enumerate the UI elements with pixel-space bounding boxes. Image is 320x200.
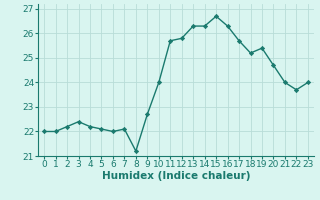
X-axis label: Humidex (Indice chaleur): Humidex (Indice chaleur)	[102, 171, 250, 181]
